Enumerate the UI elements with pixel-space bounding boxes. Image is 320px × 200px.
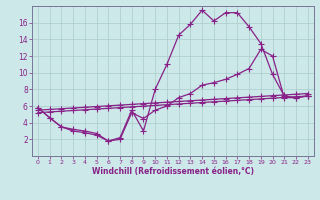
X-axis label: Windchill (Refroidissement éolien,°C): Windchill (Refroidissement éolien,°C): [92, 167, 254, 176]
